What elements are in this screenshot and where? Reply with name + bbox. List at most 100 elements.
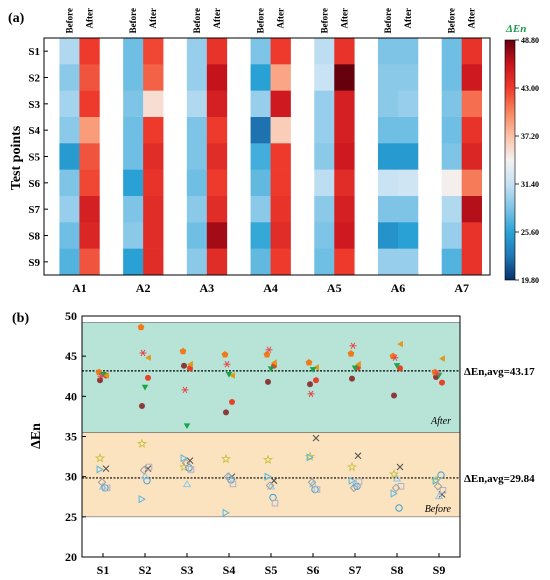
- scatter-point: [265, 481, 275, 490]
- heatmap-cell: [186, 38, 208, 65]
- scatter-point: [439, 487, 447, 494]
- heatmap-cell: [206, 117, 228, 144]
- scatter-point: [351, 365, 359, 372]
- scatter-point: [307, 381, 313, 388]
- heatmap-cell: [461, 196, 482, 223]
- scatter-point: [346, 461, 358, 472]
- heatmap-row-label: S7: [28, 204, 40, 216]
- heatmap-cell: [186, 248, 208, 276]
- scatter-point: [187, 466, 195, 473]
- average-label: ΔEn,avg=43.17: [464, 366, 535, 378]
- scatter-point: [97, 377, 103, 384]
- heatmap-cell: [334, 169, 355, 197]
- heatmap-cell: [377, 117, 399, 144]
- band-before: [81, 432, 461, 518]
- heatmap-column-label: Before: [383, 8, 393, 33]
- colorbar-tick-label: 31.40: [521, 180, 539, 189]
- scatter-point: [390, 489, 398, 498]
- heatmap-cell: [143, 143, 164, 170]
- scatter-point: [139, 349, 147, 357]
- scatter-point: [264, 472, 272, 481]
- scatter-point: [309, 367, 317, 373]
- colorbar-tick-label: 37.20: [521, 132, 539, 141]
- scatter-point: [223, 360, 231, 368]
- colorbar: [504, 39, 516, 281]
- heatmap-cell: [79, 90, 100, 118]
- scatter-point: [349, 342, 357, 350]
- heatmap-cell: [123, 117, 144, 144]
- heatmap-cell: [250, 90, 271, 118]
- heatmap-cell: [397, 64, 419, 91]
- heatmap-cell: [397, 169, 419, 197]
- heatmap-cell: [397, 222, 419, 249]
- colorbar-tick-label: 43.00: [521, 84, 539, 93]
- scatter-point: [180, 454, 188, 463]
- heatmap-cell: [123, 38, 144, 65]
- heatmap-column-label: After: [84, 8, 94, 28]
- colorbar-ticks: 48.80 43.00 37.20 31.40 25.60 19.80: [515, 36, 539, 285]
- heatmap-cell: [461, 222, 482, 249]
- scatter-point: [222, 508, 230, 517]
- heatmap-cell: [314, 143, 335, 170]
- heatmap-cell: [377, 248, 399, 276]
- heatmap-cell: [206, 222, 228, 249]
- scatter-point: [223, 472, 233, 481]
- scatter-ylabel: ΔEn: [29, 423, 44, 449]
- heatmap-group-label: A4: [263, 281, 278, 295]
- heatmap-cell: [206, 248, 228, 276]
- heatmap-cell: [461, 90, 482, 118]
- heatmap-cells: [44, 38, 490, 276]
- heatmap-cell: [143, 117, 164, 144]
- scatter-point: [262, 454, 274, 465]
- scatter-point: [270, 477, 278, 485]
- heatmap-group-label: A5: [327, 281, 342, 295]
- heatmap-cell: [441, 117, 462, 144]
- heatmap-cell: [143, 64, 164, 91]
- scatter-point: [354, 452, 362, 460]
- heatmap-cell: [59, 196, 80, 223]
- heatmap-column-label: After: [212, 8, 222, 28]
- x-tick-label: S1: [97, 563, 110, 577]
- heatmap-row-label: S2: [28, 73, 40, 85]
- scatter-point: [99, 371, 107, 378]
- x-tick-label: S8: [391, 563, 404, 577]
- heatmap-cell: [59, 143, 80, 170]
- heatmap-cell: [314, 38, 335, 65]
- scatter-point: [145, 463, 153, 471]
- scatter-point: [307, 477, 317, 487]
- heatmap-group-label: A1: [72, 281, 87, 295]
- scatter-point: [349, 375, 355, 382]
- heatmap-cell: [314, 196, 335, 223]
- heatmap-cell: [206, 38, 228, 65]
- heatmap-cell: [186, 143, 208, 170]
- scatter-point: [97, 372, 105, 380]
- scatter-point: [220, 453, 232, 464]
- scatter-point: [95, 452, 105, 463]
- heatmap-cell: [143, 169, 164, 197]
- heatmap-cell: [79, 222, 100, 249]
- scatter-point: [313, 486, 321, 493]
- heatmap-column-label: Before: [192, 8, 202, 33]
- panel-label-b: (b): [12, 311, 29, 326]
- heatmap-cell: [441, 248, 462, 276]
- heatmap-cell: [206, 169, 228, 197]
- heatmap-cell: [59, 248, 80, 276]
- heatmap-row-label: S3: [28, 99, 40, 111]
- scatter-point: [265, 378, 271, 385]
- heatmap-cell: [270, 222, 291, 249]
- heatmap-cell: [377, 222, 399, 249]
- heatmap-cell: [441, 196, 462, 223]
- heatmap-cell: [461, 117, 482, 144]
- heatmap-group-label: A7: [454, 281, 469, 295]
- panel-label-a: (a): [8, 11, 25, 26]
- heatmap-cell: [143, 38, 164, 65]
- scatter-y-ticks: 20 25 30 35 40 45 50: [65, 309, 86, 564]
- x-tick-label: S2: [139, 563, 152, 577]
- scatter-point: [143, 476, 151, 485]
- heatmap-cell: [397, 248, 419, 276]
- heatmap-cell: [397, 38, 419, 65]
- scatter-point: [434, 491, 444, 500]
- scatter-point: [103, 484, 111, 492]
- scatter-point: [221, 350, 229, 358]
- heatmap-cell: [334, 117, 355, 144]
